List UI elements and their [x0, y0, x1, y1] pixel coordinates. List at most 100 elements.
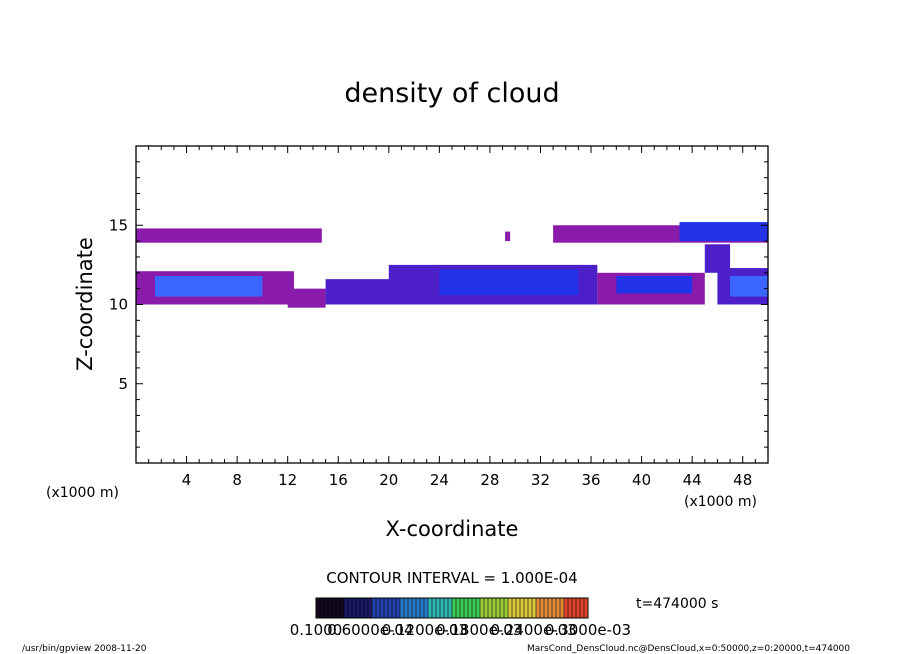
colorbar-strip: [460, 598, 465, 618]
colorbar-tick-label: 0.1000: [290, 621, 343, 639]
y-tick-label: 15: [109, 216, 128, 234]
x-tick-label: 4: [182, 471, 192, 489]
colorbar-strip: [532, 598, 537, 618]
colorbar-strip: [444, 598, 449, 618]
colorbar-strip: [316, 598, 321, 618]
colorbar-strip: [520, 598, 525, 618]
z-unit-label: (x1000 m): [46, 485, 119, 501]
colorbar-strip: [340, 598, 345, 618]
colorbar-strip: [400, 598, 405, 618]
colorbar-strip: [580, 598, 585, 618]
colorbar-strip: [368, 598, 373, 618]
colorbar-strip: [496, 598, 501, 618]
colorbar-strip: [564, 598, 569, 618]
colorbar-tick-label: 0.3000e-03: [545, 621, 631, 639]
colorbar-strip: [516, 598, 521, 618]
y-axis-label: Z-coordinate: [73, 237, 97, 371]
colorbar-strip: [452, 598, 457, 618]
colorbar-strip: [560, 598, 565, 618]
colorbar-strip: [360, 598, 365, 618]
x-tick-label: 36: [581, 471, 600, 489]
colorbar-strip: [476, 598, 481, 618]
colorbar-strip: [548, 598, 553, 618]
colorbar-strip: [396, 598, 401, 618]
colorbar-strip: [552, 598, 557, 618]
colorbar-strip: [576, 598, 581, 618]
colorbar-strip: [488, 598, 493, 618]
x-tick-label: 16: [329, 471, 348, 489]
colorbar-strip: [364, 598, 369, 618]
colorbar-strip: [484, 598, 489, 618]
colorbar-strip: [568, 598, 573, 618]
colorbar-strip: [352, 598, 357, 618]
colorbar-strip: [392, 598, 397, 618]
colorbar-strip: [540, 598, 545, 618]
colorbar-strip: [356, 598, 361, 618]
colorbar-labels: 0.10000.6000e-040.1200e-030.1800e-030.24…: [290, 621, 631, 639]
x-tick-label: 20: [379, 471, 398, 489]
x-tick-label: 32: [531, 471, 550, 489]
colorbar-tick-label: 0.2400e-03: [490, 621, 576, 639]
cloud-field: [136, 222, 768, 308]
cloud-region-11: [616, 275, 693, 294]
colorbar-strip: [528, 598, 533, 618]
colorbar-strip: [420, 598, 425, 618]
x-tick-label: 8: [232, 471, 242, 489]
footer-left: /usr/bin/gpview 2008-11-20: [22, 644, 147, 654]
x-unit-label: (x1000 m): [684, 494, 757, 510]
colorbar-strip: [556, 598, 561, 618]
colorbar-strip: [344, 598, 349, 618]
colorbar-strip: [412, 598, 417, 618]
colorbar-strip: [332, 598, 337, 618]
colorbar-strip: [544, 598, 549, 618]
y-tick-labels: 5 10 15: [109, 216, 128, 393]
axis-ticks: [136, 146, 768, 463]
colorbar-strip: [384, 598, 389, 618]
colorbar-strip: [448, 598, 453, 618]
colorbar-strip: [468, 598, 473, 618]
colorbar-strip: [492, 598, 497, 618]
colorbar-strip: [408, 598, 413, 618]
colorbar-strip: [324, 598, 329, 618]
colorbar-strip: [572, 598, 577, 618]
cloud-region-14: [730, 275, 768, 297]
cloud-region-3: [679, 222, 768, 242]
colorbar-strip: [348, 598, 353, 618]
colorbar-strip: [512, 598, 517, 618]
x-tick-label: 48: [733, 471, 752, 489]
colorbar-strip: [424, 598, 429, 618]
colorbar-strip: [416, 598, 421, 618]
colorbar-strip: [464, 598, 469, 618]
cloud-region-6: [287, 288, 326, 308]
colorbar-strip: [436, 598, 441, 618]
colorbar-strip: [472, 598, 477, 618]
x-tick-label: 28: [480, 471, 499, 489]
colorbar-strip: [380, 598, 385, 618]
colorbar-strip: [480, 598, 485, 618]
colorbar-strip: [388, 598, 393, 618]
colorbar-strip: [372, 598, 377, 618]
colorbar-strip: [536, 598, 541, 618]
colorbar-strip: [456, 598, 461, 618]
chart-title: density of cloud: [344, 78, 559, 109]
cloud-region-0: [136, 228, 322, 243]
x-tick-label: 12: [278, 471, 297, 489]
colorbar-strip: [320, 598, 325, 618]
x-axis-label: X-coordinate: [386, 517, 519, 541]
colorbar-strip: [404, 598, 409, 618]
colorbar-strip: [336, 598, 341, 618]
x-tick-labels: 4 8 12 16 20 24 28 32 36 40 44 48: [182, 471, 752, 489]
colorbar-strip: [428, 598, 433, 618]
colorbar-frame: [315, 597, 589, 619]
colorbar-strip: [504, 598, 509, 618]
colorbar-strip: [432, 598, 437, 618]
colorbar-strip: [376, 598, 381, 618]
colorbar-strip: [500, 598, 505, 618]
colorbar-strip: [524, 598, 529, 618]
footer-right: MarsCond_DensCloud.nc@DensCloud,x=0:5000…: [527, 644, 850, 654]
time-label: t=474000 s: [636, 596, 718, 612]
y-tick-label: 5: [118, 375, 128, 393]
colorbar-tick-label: 0.1200e-03: [382, 621, 468, 639]
colorbar-strip: [440, 598, 445, 618]
